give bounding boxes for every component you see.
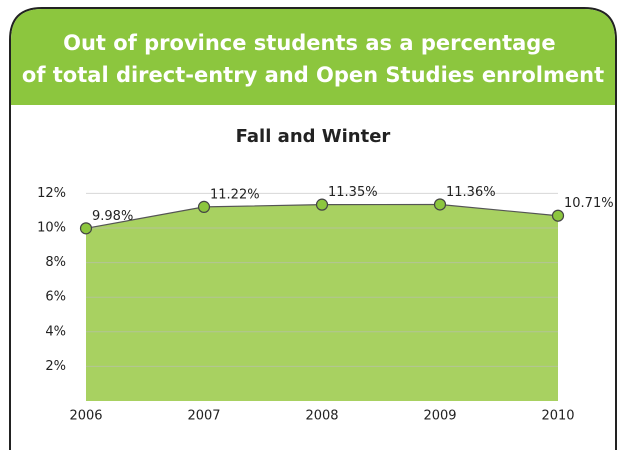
data-label: 10.71%: [564, 196, 614, 211]
x-tick-label: 2010: [541, 409, 574, 424]
y-tick-label: 4%: [45, 324, 66, 339]
data-label: 9.98%: [92, 209, 133, 224]
y-tick-label: 10%: [37, 221, 66, 236]
y-tick-label: 6%: [45, 290, 66, 305]
point: [551, 209, 565, 222]
chart-title: Out of province students as a percentage…: [22, 31, 604, 87]
point: [315, 198, 329, 211]
point: [433, 198, 447, 211]
x-tick-label: 2009: [423, 409, 456, 424]
title-line: of total direct-entry and Open Studies e…: [22, 63, 604, 87]
data-label: 11.35%: [328, 185, 378, 200]
y-tick-label: 8%: [45, 255, 66, 270]
y-tick-label: 2%: [45, 359, 66, 374]
x-tick-label: 2008: [305, 409, 338, 424]
point: [197, 200, 211, 213]
chart-subtitle: Fall and Winter: [236, 126, 391, 147]
data-label: 11.22%: [210, 187, 260, 202]
x-tick-label: 2006: [69, 409, 102, 424]
data-label: 11.36%: [446, 185, 496, 200]
y-tick-label: 12%: [37, 186, 66, 201]
header-band: [11, 9, 615, 105]
area: [86, 204, 558, 401]
x-tick-label: 2007: [187, 409, 220, 424]
point: [79, 222, 93, 235]
title-line: Out of province students as a percentage: [63, 31, 555, 55]
